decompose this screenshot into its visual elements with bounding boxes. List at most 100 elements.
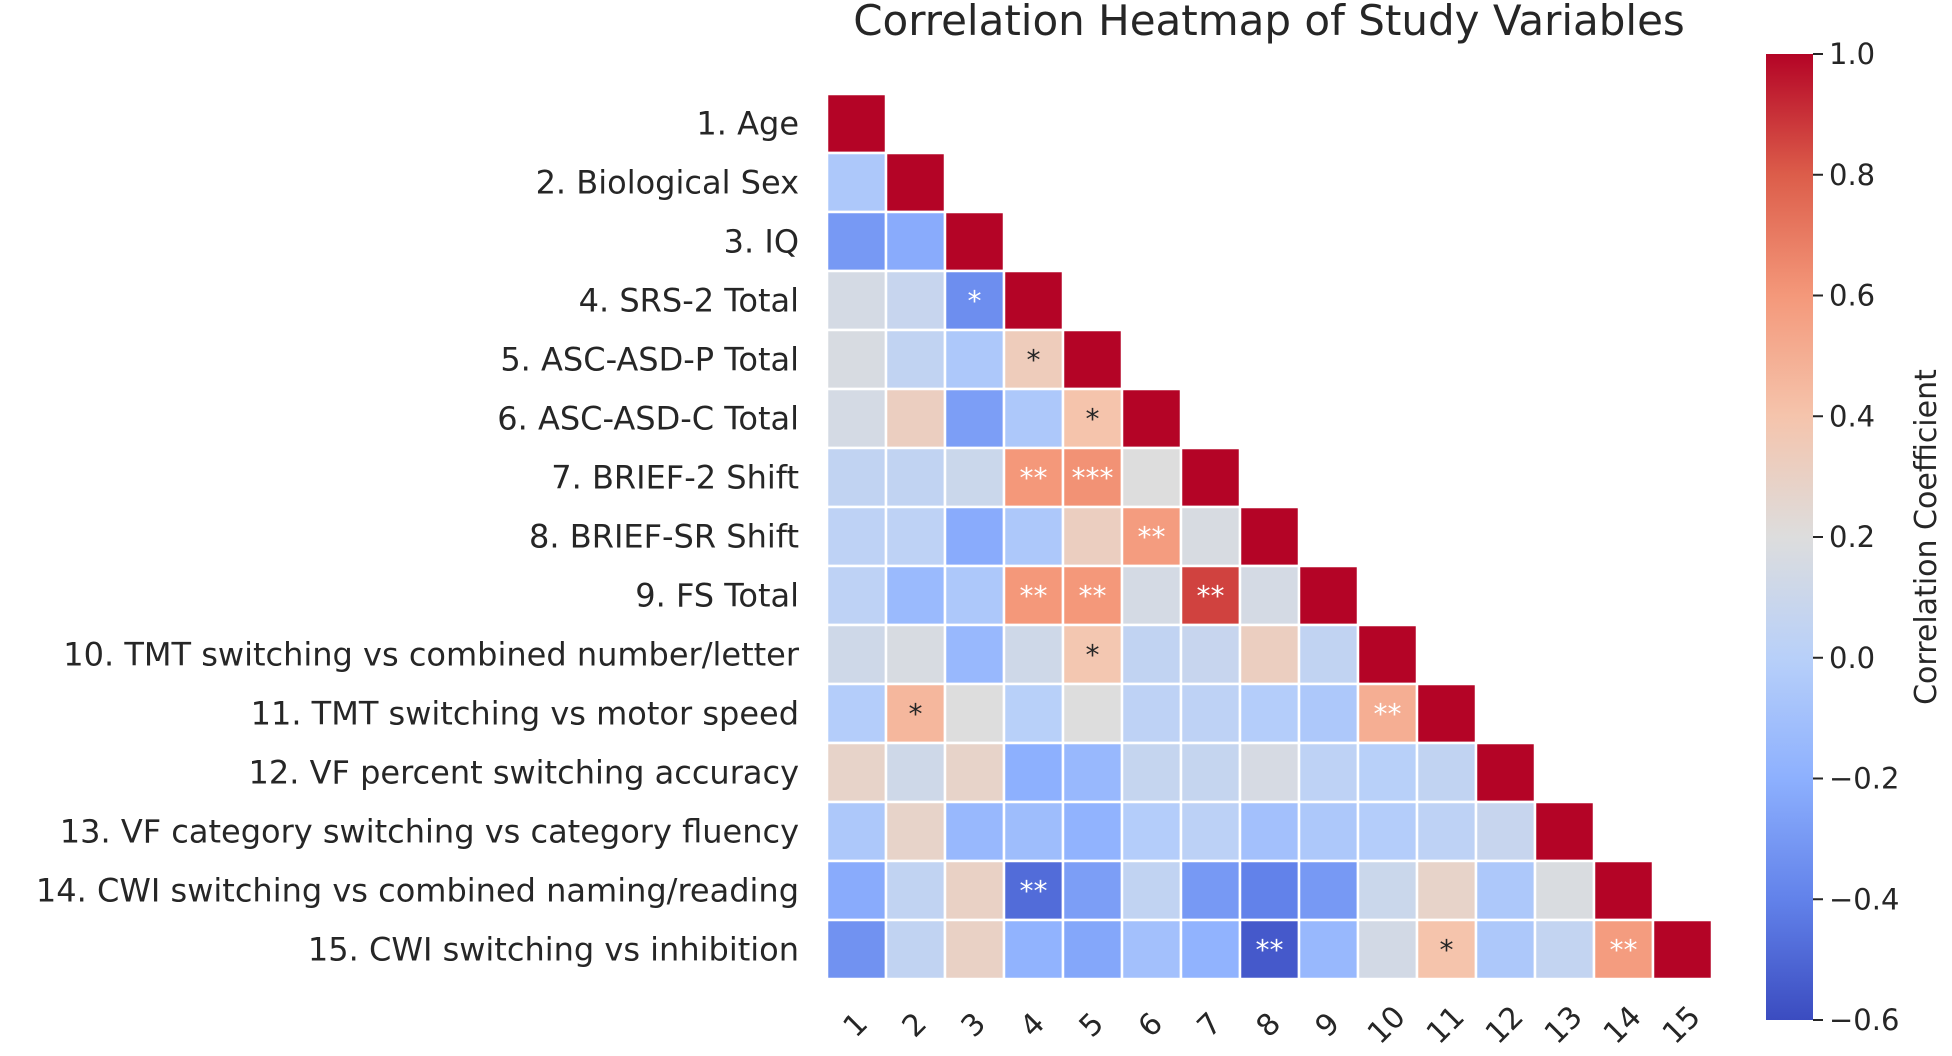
heatmap-cell <box>1356 741 1419 804</box>
column-label: 5 <box>1073 1006 1111 1044</box>
row-label: 2. Biological Sex <box>536 164 799 202</box>
heatmap-cell <box>1592 859 1655 922</box>
heatmap-cell <box>1297 800 1360 863</box>
heatmap-cell <box>1002 505 1065 568</box>
heatmap-cell <box>1356 859 1419 922</box>
heatmap-cell <box>825 210 888 273</box>
heatmap-cells <box>825 92 1714 981</box>
heatmap-cell <box>1474 918 1537 981</box>
heatmap-cell <box>943 564 1006 627</box>
heatmap-cell <box>1533 859 1596 922</box>
heatmap-cell <box>884 564 947 627</box>
heatmap-cell <box>1179 800 1242 863</box>
heatmap-cell <box>1002 623 1065 686</box>
colorbar-tick-label: 1.0 <box>1829 37 1875 71</box>
heatmap-cell <box>825 564 888 627</box>
heatmap-cell <box>884 859 947 922</box>
row-label: 12. VF percent switching accuracy <box>249 754 799 792</box>
heatmap-cell <box>1120 387 1183 450</box>
heatmap-cell <box>884 741 947 804</box>
heatmap-cell <box>884 387 947 450</box>
heatmap-cell <box>884 505 947 568</box>
colorbar-tick-label: 0.0 <box>1829 641 1875 675</box>
colorbar-tick-label: −0.6 <box>1829 1003 1899 1037</box>
significance-marker: * <box>968 285 982 318</box>
heatmap-cell <box>1238 623 1301 686</box>
colorbar-tick-label: 0.4 <box>1829 399 1875 433</box>
heatmap-cell <box>1179 682 1242 745</box>
heatmap-cell <box>825 328 888 391</box>
heatmap-cell <box>884 800 947 863</box>
row-label: 4. SRS-2 Total <box>579 282 799 320</box>
colorbar-ticks: 1.0 0.8 0.6 0.4 0.2 0.0 −0.2 −0.4 −0.6 <box>1813 37 1899 1037</box>
column-label: 4 <box>1014 1006 1052 1044</box>
significance-marker: * <box>1086 403 1100 436</box>
heatmap-cell <box>825 505 888 568</box>
heatmap-cell <box>1179 505 1242 568</box>
heatmap-cell <box>825 269 888 332</box>
heatmap-cell <box>1297 682 1360 745</box>
heatmap-cell <box>825 151 888 214</box>
row-label: 6. ASC-ASD-C Total <box>497 400 799 438</box>
significance-annotations: ***** ******* ** **** ****** * ** <box>909 285 1638 967</box>
heatmap-cell <box>1120 800 1183 863</box>
heatmap-cell <box>1238 741 1301 804</box>
heatmap-cell <box>1415 682 1478 745</box>
significance-marker: * <box>909 698 923 731</box>
significance-marker: ** <box>1256 934 1284 967</box>
heatmap-cell <box>1592 918 1655 981</box>
column-label: 10 <box>1361 999 1413 1051</box>
heatmap-cell <box>943 210 1006 273</box>
significance-marker: *** <box>1072 462 1114 495</box>
row-label: 10. TMT switching vs combined number/let… <box>63 636 800 674</box>
heatmap-cell <box>825 387 888 450</box>
heatmap-cell <box>1179 741 1242 804</box>
heatmap-cell <box>943 505 1006 568</box>
column-label: 12 <box>1479 999 1531 1051</box>
heatmap-cell <box>1474 741 1537 804</box>
heatmap-cell <box>1356 682 1419 745</box>
row-label: 7. BRIEF-2 Shift <box>551 459 799 497</box>
heatmap-cell <box>825 92 888 155</box>
heatmap-cell <box>1120 682 1183 745</box>
column-label: 11 <box>1420 999 1472 1051</box>
heatmap-cell <box>1061 505 1124 568</box>
column-label: 14 <box>1597 999 1649 1051</box>
heatmap-cell <box>943 741 1006 804</box>
significance-marker: * <box>1086 639 1100 672</box>
heatmap-cell <box>1297 859 1360 922</box>
significance-marker: * <box>1440 934 1454 967</box>
colorbar-tick-label: 0.2 <box>1829 520 1875 554</box>
column-label: 6 <box>1132 1006 1170 1044</box>
heatmap-cell <box>943 446 1006 509</box>
colorbar-tick-label: −0.2 <box>1829 762 1899 796</box>
heatmap-cell <box>884 151 947 214</box>
heatmap-cell <box>884 918 947 981</box>
row-label: 13. VF category switching vs category fl… <box>60 813 799 851</box>
heatmap-cell <box>1061 328 1124 391</box>
column-labels: 1 2 3 4 5 6 7 8 9 10 11 12 13 14 15 <box>837 999 1708 1051</box>
heatmap-cell <box>1415 859 1478 922</box>
row-label: 3. IQ <box>724 223 799 261</box>
heatmap-cell <box>943 387 1006 450</box>
heatmap-cell <box>884 269 947 332</box>
heatmap-cell <box>1238 505 1301 568</box>
heatmap-cell <box>1179 859 1242 922</box>
heatmap-cell <box>1120 505 1183 568</box>
heatmap-cell <box>1415 741 1478 804</box>
heatmap-cell <box>1061 682 1124 745</box>
heatmap-cell <box>825 741 888 804</box>
heatmap-cell <box>1179 623 1242 686</box>
heatmap-cell <box>1179 446 1242 509</box>
row-label: 14. CWI switching vs combined naming/rea… <box>36 872 799 910</box>
heatmap-cell <box>1238 859 1301 922</box>
heatmap-cell <box>1061 859 1124 922</box>
heatmap-cell <box>1120 859 1183 922</box>
heatmap-cell <box>1061 741 1124 804</box>
heatmap-cell <box>1002 387 1065 450</box>
colorbar-tick-label: 0.6 <box>1829 279 1875 313</box>
heatmap-cell <box>884 446 947 509</box>
heatmap-cell <box>943 623 1006 686</box>
heatmap-cell <box>1002 269 1065 332</box>
heatmap-cell <box>825 859 888 922</box>
